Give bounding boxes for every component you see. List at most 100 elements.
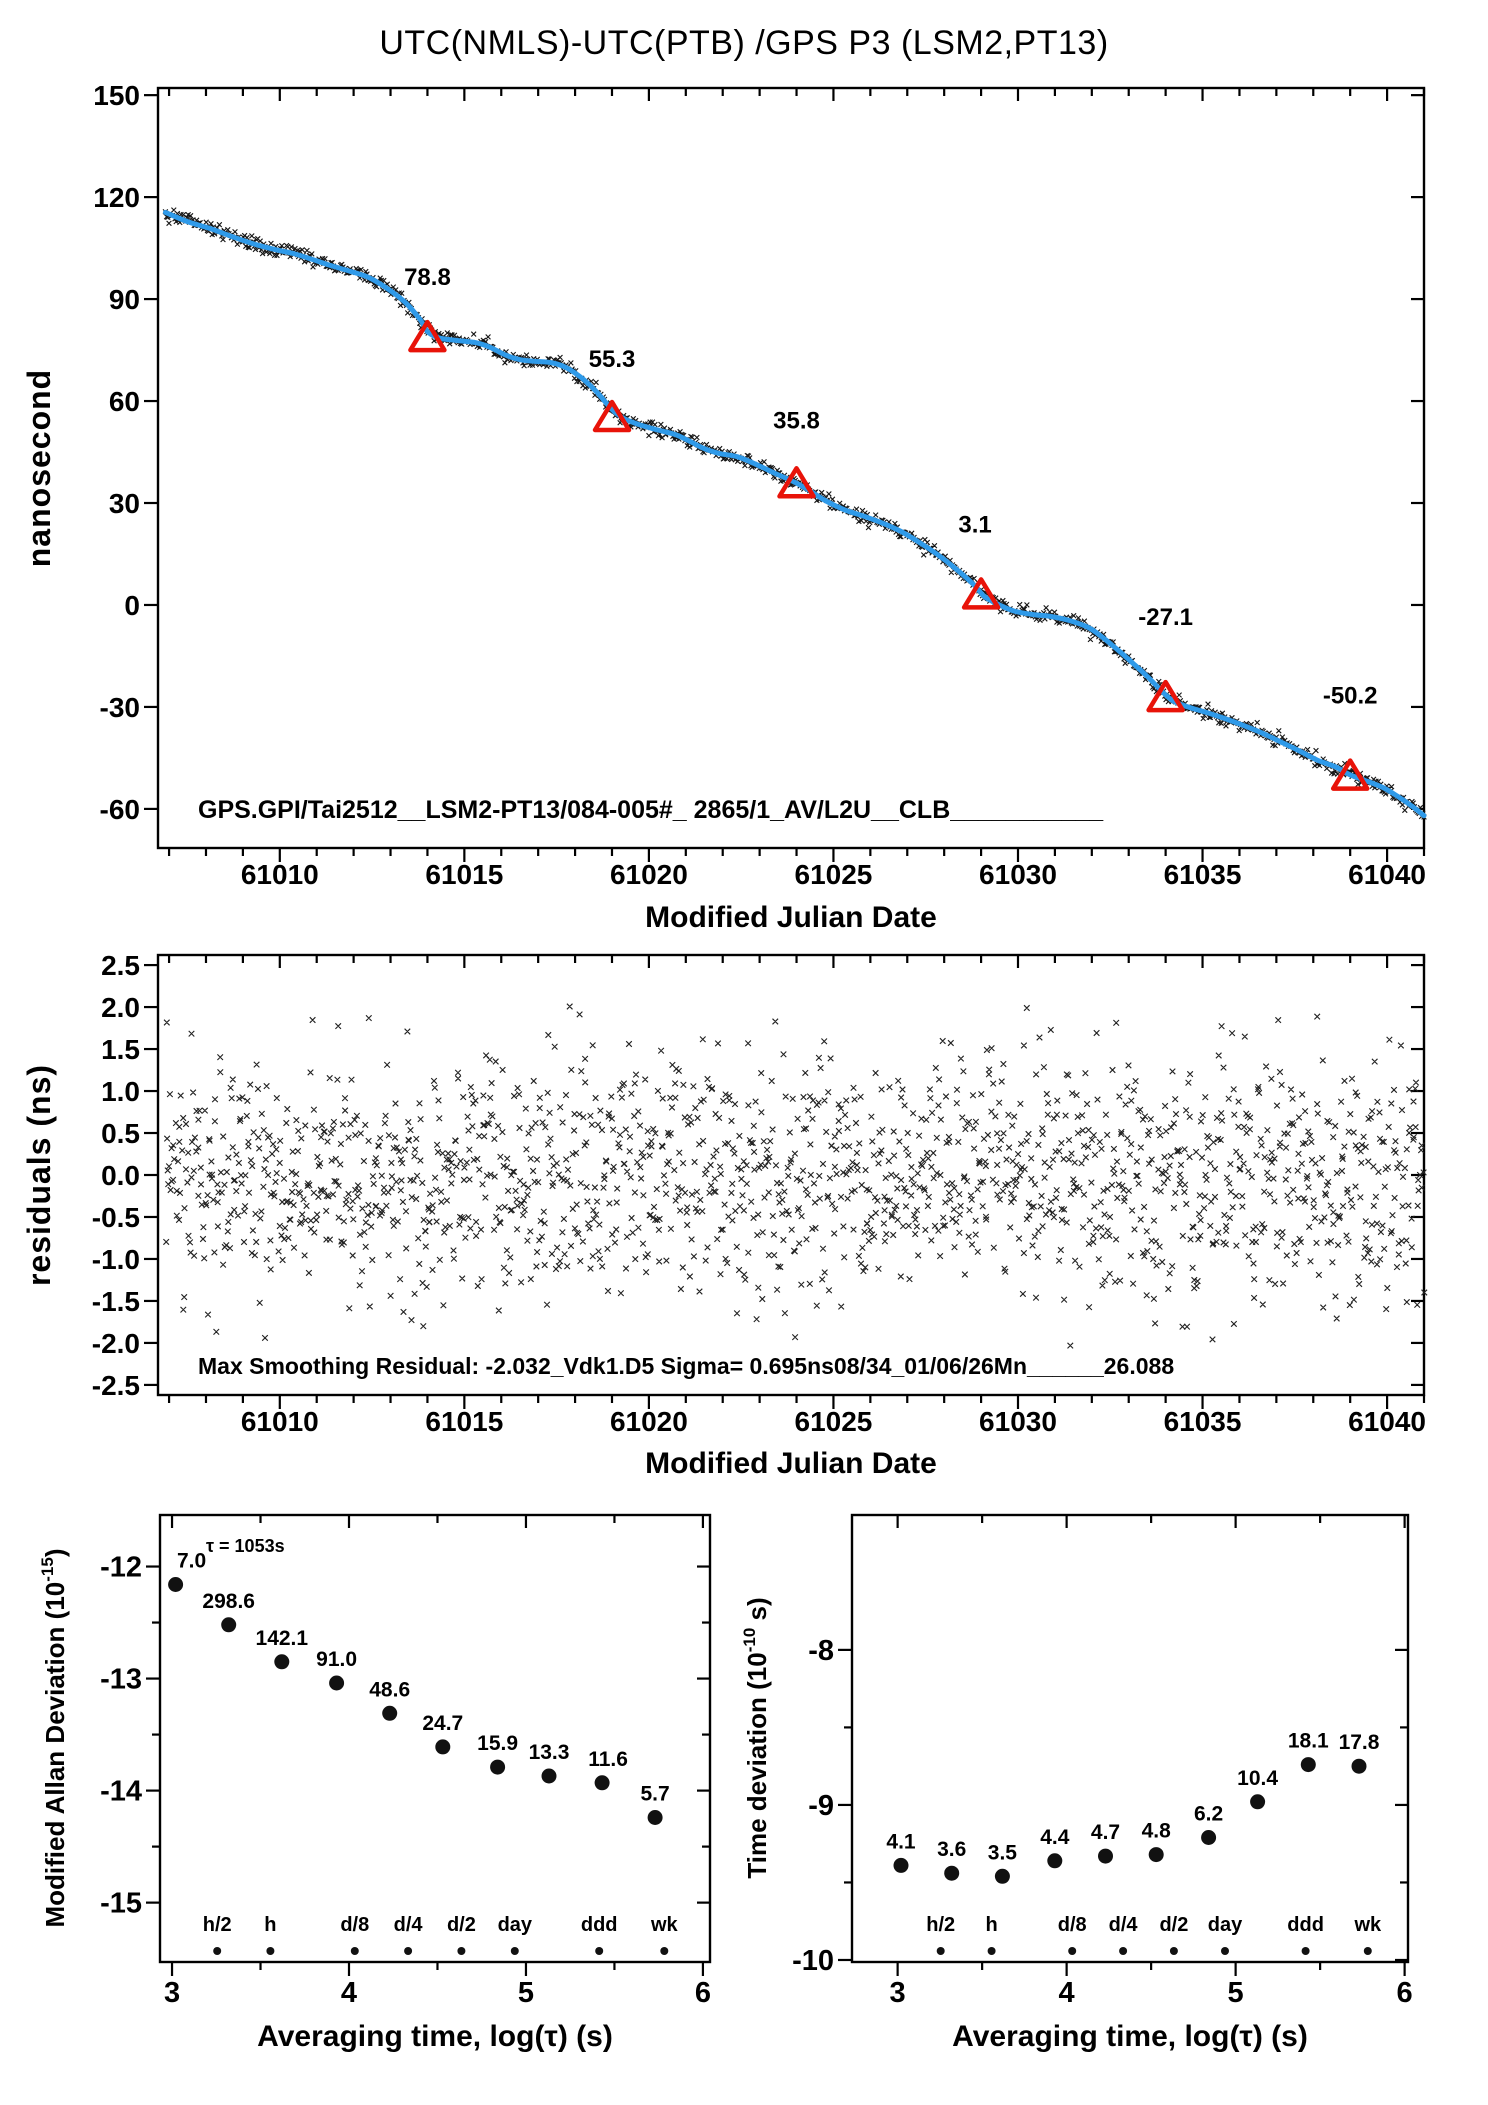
gp4-data-point [1250, 1794, 1266, 1810]
gp4-data-point [893, 1857, 909, 1873]
gp4-data-point [1047, 1853, 1063, 1869]
gp3-point-label: 11.6 [588, 1748, 628, 1771]
gp1-tick-labels: 61010 61015 61020 61025 61030 61035 61040 -60 -3… [93, 80, 1426, 890]
gp4-data-point [994, 1868, 1010, 1884]
gp3-point-label: 15.9 [477, 1732, 518, 1755]
gp3-data-point [435, 1739, 451, 1755]
gp4-tau-dot [1119, 1947, 1128, 1955]
gp4-tau-label: h/2 [926, 1914, 955, 1936]
gp3-x-tick-label: 6 [695, 1977, 711, 2009]
gp4-point-label: 3.5 [988, 1841, 1018, 1864]
gp4-point-label: 10.4 [1237, 1767, 1278, 1790]
gp2-x-tick-label: 61010 [241, 1406, 319, 1437]
gp3-y-tick-label: -12 [100, 1552, 142, 1584]
gp4-x-tick-label: 3 [890, 1977, 906, 2009]
gp4-x-tick-label: 4 [1059, 1977, 1075, 2009]
gp4-point-label: 4.8 [1142, 1820, 1172, 1843]
gp2-ticks [144, 955, 1426, 1409]
gp3-frame [158, 1513, 712, 1964]
gp4-tau-label: day [1208, 1914, 1243, 1936]
gp1-y-tick-label: 150 [93, 80, 140, 111]
gp3-data-point [490, 1759, 506, 1775]
daily-value-label: -27.1 [1138, 604, 1193, 631]
gp3-tau-dot [213, 1947, 222, 1955]
gp1-x-tick-label: 61015 [425, 859, 503, 890]
gp1-x-tick-label: 61035 [1164, 859, 1242, 890]
gp3-data-point [329, 1675, 345, 1691]
gp4-y-tick-label: -10 [792, 1945, 834, 1977]
gp1-y-tick-label: -60 [100, 794, 140, 825]
gp4-x-tick-label: 5 [1228, 1977, 1244, 2009]
gp1-y-tick-label: 90 [109, 284, 140, 315]
gp3-tau-label: ddd [581, 1914, 618, 1936]
gp1-x-tick-label: 61030 [979, 859, 1057, 890]
gp2-frame [156, 953, 1426, 1397]
gp4-data-point [1201, 1830, 1217, 1845]
gp3-data-point [647, 1810, 663, 1825]
residual-crosses [163, 1003, 1428, 1349]
gp3-data-point [541, 1768, 557, 1784]
gp4-data-point [1300, 1757, 1316, 1773]
gp3-tick-labels: 3 4 5 6 -12 -13 -14 -15 [100, 1552, 711, 2009]
gp4-tau-label: d/4 [1109, 1914, 1139, 1936]
gp3-data-point [594, 1775, 610, 1791]
gp2-y-tick-label: -1.0 [92, 1244, 140, 1275]
residuals-y-axis-title: residuals (ns) [21, 1064, 57, 1286]
gp4-point-label: 6.2 [1194, 1803, 1223, 1826]
gp4-point-label: 4.4 [1040, 1826, 1070, 1849]
gp2-y-tick-label: -0.5 [92, 1202, 140, 1233]
tdev-y-title-close: s) [742, 1597, 772, 1627]
gp2-x-tick-label: 61020 [610, 1406, 688, 1437]
gp4-tau-dot [1169, 1947, 1178, 1955]
gp3-y-tick-label: -13 [100, 1664, 142, 1696]
daily-value-label: 55.3 [589, 346, 636, 373]
gp4-ticks [838, 1515, 1408, 1976]
gp3-tau-label: d/2 [447, 1914, 476, 1936]
gp1-y-tick-label: 60 [109, 386, 140, 417]
gp4-tau-label: ddd [1287, 1914, 1324, 1936]
gp2-x-tick-label: 61040 [1348, 1406, 1426, 1437]
gp4-tau-dot [1221, 1947, 1229, 1955]
gp3-tau-label: h [264, 1914, 276, 1936]
daily-value-label: 3.1 [958, 511, 991, 538]
gp4-tau-label: d/2 [1159, 1914, 1188, 1936]
gp3-tau-label: wk [650, 1914, 679, 1936]
gp4-tau-label: d/8 [1058, 1914, 1087, 1936]
gp1-y-tick-label: -30 [100, 692, 140, 723]
phase-x-axis-title: Modified Julian Date [645, 901, 937, 934]
gp3-tau-label: h/2 [203, 1914, 232, 1936]
mdev-y-title-exponent: -15 [38, 1557, 57, 1582]
gp3-data-point [274, 1654, 290, 1670]
daily-value-label: -50.2 [1323, 683, 1378, 710]
mdev-tau-annotation: τ = 1053s [206, 1536, 285, 1556]
phase-annotation: GPS.GPI/Tai2512__LSM2-PT13/084-005#_ 286… [198, 796, 1104, 824]
gp3-point-label: 91.0 [316, 1648, 357, 1671]
residuals-annotation: Max Smoothing Residual: -2.032_Vdk1.D5 S… [198, 1353, 1174, 1379]
gp2-x-tick-label: 61015 [425, 1406, 503, 1437]
gp3-point-label: 298.6 [202, 1590, 255, 1613]
gp2-y-tick-label: -2.5 [92, 1370, 140, 1401]
gp3-tau-label: day [498, 1914, 533, 1936]
tdev-panel: 3 4 5 6 -8 -9 -10 4.1 3.6 3.5 4.4 4.7 4.8 6.2 10.4 18.1… [792, 1513, 1413, 2009]
gp3-y-tick-label: -15 [100, 1888, 142, 1920]
gp4-tau-dot [936, 1947, 945, 1955]
gp3-y-tick-label: -14 [100, 1776, 142, 1808]
smoothed-line [162, 209, 1427, 819]
gp1-y-tick-label: 120 [93, 182, 140, 213]
gp3-tau-dot [404, 1947, 413, 1955]
gp2-x-tick-label: 61025 [795, 1406, 873, 1437]
gp3-data-point [382, 1705, 398, 1721]
chart-title: UTC(NMLS)-UTC(PTB) /GPS P3 (LSM2,PT13) [379, 24, 1109, 62]
gp4-tau-label: h [985, 1914, 997, 1936]
daily-value-triangle [777, 466, 816, 499]
gp3-tau-dot [266, 1947, 275, 1955]
raw-data-crosses [162, 207, 1427, 820]
gp2-y-tick-label: 0.5 [101, 1118, 140, 1149]
gp4-tau-label: wk [1353, 1914, 1382, 1936]
gp2-y-tick-label: 1.0 [101, 1076, 140, 1107]
gp4-tau-dot [987, 1947, 996, 1955]
daily-value-triangle [1146, 679, 1185, 713]
gp3-point-label: 7.0 [177, 1550, 206, 1573]
mdev-y-title-close: ) [40, 1549, 70, 1558]
